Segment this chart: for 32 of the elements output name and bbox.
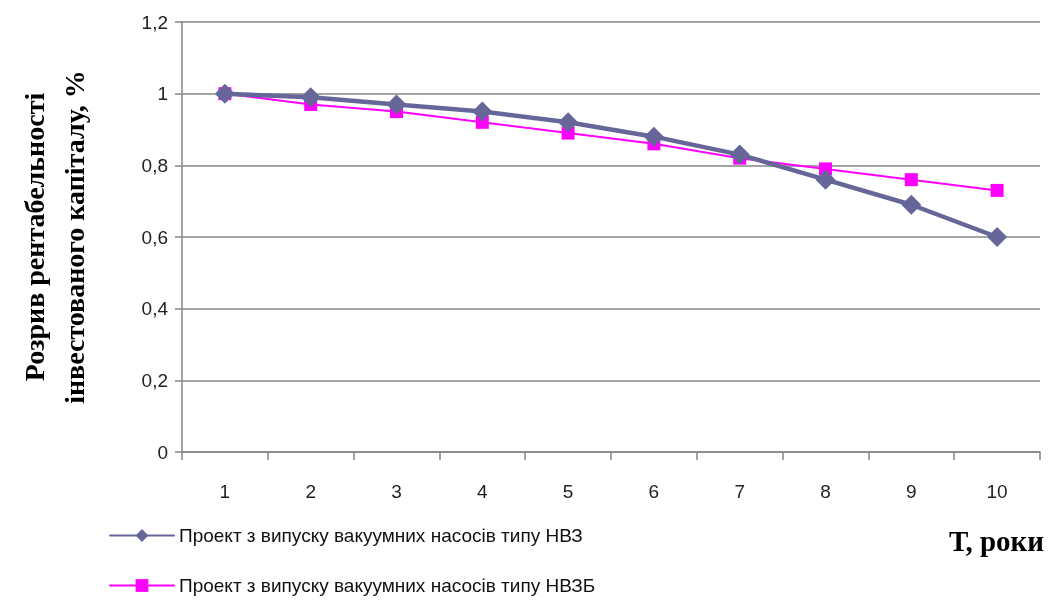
y-tick-label: 0,4 [141, 298, 169, 320]
x-tick-label: 10 [986, 481, 1008, 502]
x-tick-label: 9 [906, 481, 917, 502]
y-tick-label: 0,6 [141, 226, 168, 248]
y-tick-label: 1,2 [141, 11, 168, 33]
point [558, 112, 579, 133]
legend-label: Проект з випуску вакуумних насосів типу НВЗБ [179, 575, 596, 596]
legend-label: Проект з випуску вакуумних насосів типу НВЗ [179, 525, 583, 546]
x-tick-label: 4 [477, 481, 489, 502]
x-tick-label: 2 [305, 481, 316, 502]
point [904, 173, 918, 187]
x-tick-label: 1 [219, 481, 231, 502]
y-tick-label: 1 [157, 83, 168, 105]
x-tick-label: 7 [734, 481, 745, 502]
x-tick-label: 8 [820, 481, 831, 502]
x-tick-label: 6 [648, 481, 660, 502]
x-tick-label: 5 [562, 481, 574, 502]
y-tick-label: 0,8 [141, 154, 168, 176]
point [472, 101, 493, 122]
x-tick-label: 3 [391, 481, 402, 502]
y-tick-label: 0 [157, 441, 168, 463]
point [901, 194, 922, 215]
point [729, 144, 750, 165]
point [300, 87, 321, 108]
point [987, 227, 1008, 247]
point [990, 183, 1004, 197]
y-axis-title: Розрив рентабельності інвестованого капіталу, % [18, 70, 90, 404]
point [643, 126, 664, 147]
y-tick-label: 0,2 [141, 369, 168, 391]
x-axis-title: Т, роки [949, 524, 1045, 557]
point [386, 94, 407, 115]
point [815, 169, 836, 190]
